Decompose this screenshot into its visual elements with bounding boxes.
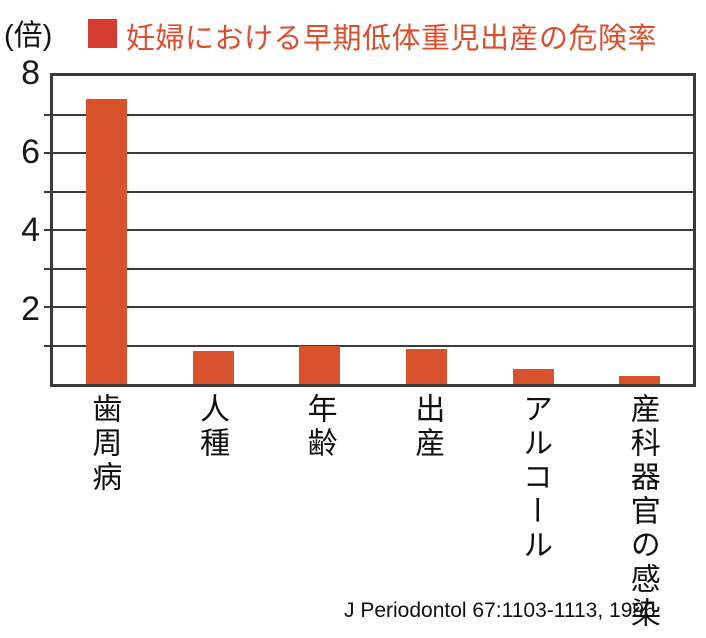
y-axis-unit-label: (倍) xyxy=(4,20,53,52)
x-axis-label: アルコール xyxy=(518,393,552,563)
source-citation: J Periodontol 67:1103-1113, 1996. xyxy=(344,599,662,622)
bar-slot xyxy=(373,76,480,384)
x-label-slot: 歯周病 xyxy=(50,393,158,495)
x-axis-labels: 歯周病 人種 年齢 出産 アルコール 産科器官の感染 xyxy=(50,393,696,631)
bar-slot xyxy=(480,76,587,384)
x-label-slot: 出産 xyxy=(373,393,481,461)
y-tick-label: 4 xyxy=(21,211,40,249)
gridline xyxy=(44,152,693,154)
x-axis-label: 歯周病 xyxy=(87,393,121,495)
gridline xyxy=(44,306,693,308)
x-label-slot: 年齢 xyxy=(265,393,373,461)
y-axis-tick-labels: 8 6 4 2 xyxy=(0,56,42,387)
gridline xyxy=(44,344,693,347)
bar-slot xyxy=(266,76,373,384)
bar-group xyxy=(53,76,693,384)
x-axis-label: 人種 xyxy=(195,393,228,461)
x-label-slot: 人種 xyxy=(158,393,266,461)
x-axis-label: 出産 xyxy=(410,393,444,461)
bar-4 xyxy=(405,349,447,384)
gridline xyxy=(44,113,693,116)
gridline xyxy=(44,267,693,270)
bar-5 xyxy=(512,368,554,384)
bar-slot xyxy=(586,76,693,384)
chart-title: 妊婦における早期低体重児出産の危険率 xyxy=(126,23,658,55)
y-tick-label: 8 xyxy=(21,54,40,92)
bar-1 xyxy=(85,99,127,384)
legend-swatch xyxy=(88,19,117,48)
gridline xyxy=(44,229,693,231)
x-label-slot: アルコール xyxy=(481,393,589,563)
x-label-slot: 産科器官の感染 xyxy=(588,393,696,631)
bar-slot xyxy=(160,76,267,384)
y-tick-label: 2 xyxy=(21,289,40,328)
x-axis-label: 年齢 xyxy=(302,393,336,461)
y-tick-label: 6 xyxy=(21,132,40,171)
bar-3 xyxy=(299,345,341,384)
bar-6 xyxy=(619,376,661,384)
plot-area xyxy=(44,73,696,387)
bar-slot xyxy=(53,76,160,384)
bar-2 xyxy=(192,351,234,384)
gridline xyxy=(44,190,693,193)
x-axis-label: 産科器官の感染 xyxy=(625,393,659,631)
